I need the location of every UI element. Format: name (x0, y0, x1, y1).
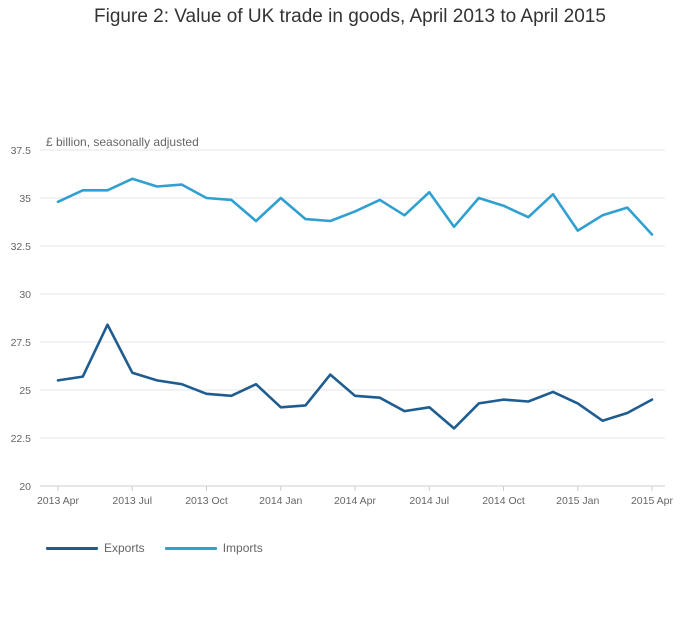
x-tick-label: 2013 Jul (112, 495, 152, 507)
y-units-label: £ billion, seasonally adjusted (46, 135, 199, 149)
series-line-imports (56, 177, 654, 236)
legend-label-exports: Exports (104, 541, 145, 555)
x-tick-label: 2013 Apr (37, 495, 80, 507)
legend-item-exports[interactable]: Exports (46, 541, 145, 555)
x-tick-label: 2015 Jan (556, 495, 599, 507)
legend-item-imports[interactable]: Imports (164, 541, 263, 555)
chart-title: Figure 2: Value of UK trade in goods, Ap… (94, 6, 606, 27)
y-tick-label: 22.5 (11, 433, 32, 445)
x-tick-label: 2014 Jul (409, 495, 449, 507)
legend-label-imports: Imports (222, 541, 263, 555)
y-tick-label: 25 (19, 385, 31, 397)
legend-swatch-exports (46, 546, 98, 550)
y-tick-label: 30 (19, 289, 31, 301)
legend-swatch-imports (164, 546, 217, 550)
x-tick-label: 2014 Oct (482, 495, 525, 507)
y-tick-label: 27.5 (11, 337, 32, 349)
y-tick-label: 37.5 (11, 145, 32, 157)
y-tick-label: 32.5 (11, 241, 32, 253)
x-tick-label: 2014 Jan (259, 495, 302, 507)
x-tick-label: 2015 Apr (631, 495, 674, 507)
legend: Exports Imports (46, 541, 283, 555)
series-line-exports (56, 323, 654, 430)
y-tick-label: 20 (19, 481, 31, 493)
x-tick-label: 2014 Apr (334, 495, 377, 507)
y-tick-label: 35 (19, 193, 31, 205)
x-tick-label: 2013 Oct (185, 495, 228, 507)
